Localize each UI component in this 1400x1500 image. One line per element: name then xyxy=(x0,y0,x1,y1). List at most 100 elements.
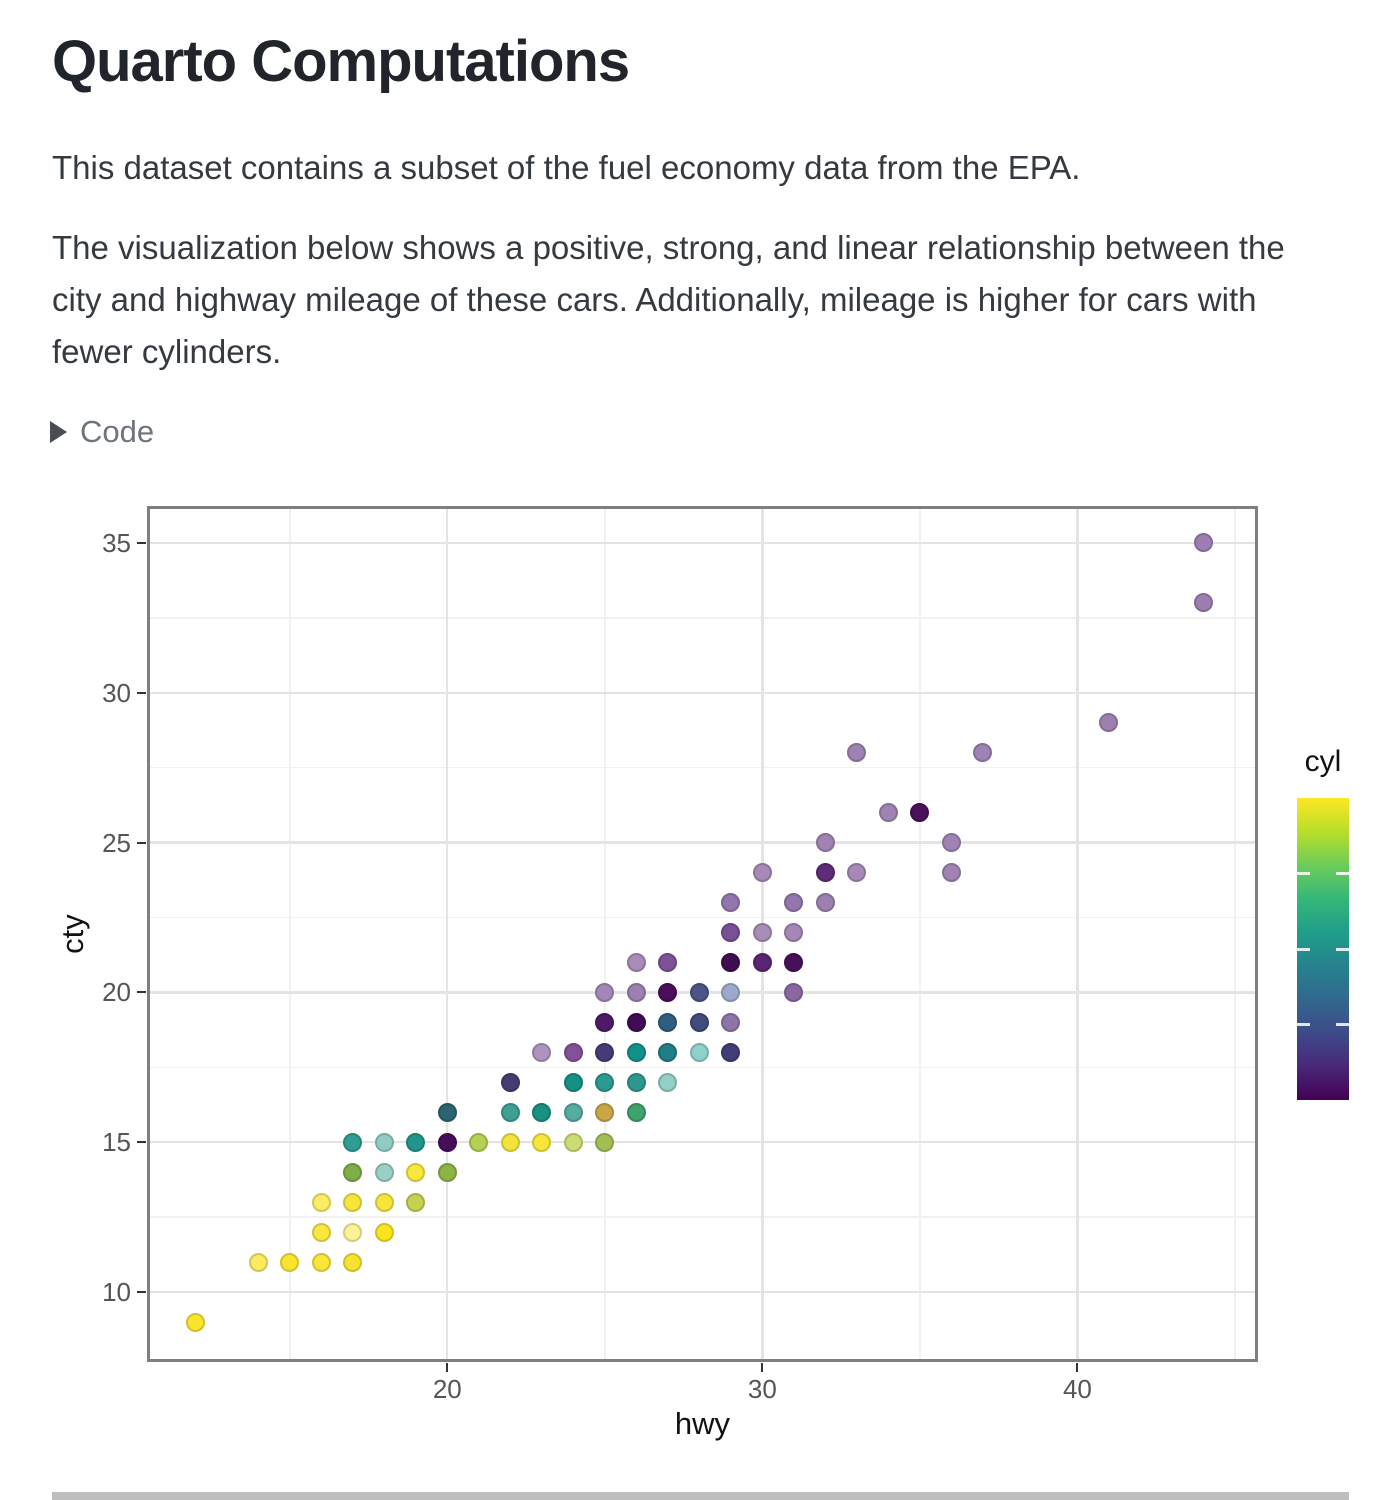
data-point xyxy=(973,743,993,763)
gridline-minor-horizontal xyxy=(148,617,1257,619)
bottom-divider-bar xyxy=(52,1492,1349,1500)
data-point xyxy=(910,803,930,823)
data-point xyxy=(1099,713,1119,733)
data-point xyxy=(689,982,709,1002)
code-disclosure[interactable]: Code xyxy=(50,414,154,450)
gridline-minor-horizontal xyxy=(148,1066,1257,1069)
page-title: Quarto Computations xyxy=(52,29,630,94)
intro-paragraph: This dataset contains a subset of the fu… xyxy=(52,149,1081,186)
legend-colorbar-tick xyxy=(1297,1023,1310,1026)
data-point xyxy=(406,1132,426,1152)
data-point xyxy=(532,1132,552,1152)
legend-colorbar-tick xyxy=(1336,1023,1349,1026)
data-point xyxy=(815,833,835,853)
data-point xyxy=(437,1162,457,1182)
data-point xyxy=(343,1132,363,1152)
data-point xyxy=(658,1072,678,1092)
data-point xyxy=(721,982,741,1002)
legend-title: cyl xyxy=(1304,745,1342,778)
data-point xyxy=(595,1102,615,1122)
gridline-minor-vertical xyxy=(604,507,606,1361)
gridline-major-horizontal xyxy=(148,991,1257,994)
data-point xyxy=(1193,593,1213,613)
y-axis-tick-label: 35 xyxy=(102,527,131,558)
data-point xyxy=(626,1102,646,1122)
data-point xyxy=(721,1042,741,1062)
x-axis-tick-mark xyxy=(446,1363,449,1372)
data-point xyxy=(343,1222,363,1242)
gridline-major-horizontal xyxy=(148,841,1257,844)
data-point xyxy=(595,1042,615,1062)
data-point xyxy=(784,893,804,913)
gridline-major-horizontal xyxy=(148,1141,1257,1144)
data-point xyxy=(721,952,741,972)
data-point xyxy=(847,863,867,883)
y-axis-tick-mark xyxy=(137,541,146,544)
data-point xyxy=(437,1132,457,1152)
gridline-minor-horizontal xyxy=(148,916,1257,919)
data-point xyxy=(626,1072,646,1092)
data-point xyxy=(689,1042,709,1062)
data-point xyxy=(406,1162,426,1182)
data-point xyxy=(311,1222,331,1242)
y-axis-tick-label: 20 xyxy=(102,977,131,1008)
data-point xyxy=(658,1012,678,1032)
x-axis-tick-mark xyxy=(1076,1363,1079,1372)
data-point xyxy=(374,1132,394,1152)
x-axis-tick-label: 30 xyxy=(747,1374,777,1404)
description-paragraph: The visualization below shows a positive… xyxy=(52,229,1285,370)
data-point xyxy=(752,863,772,883)
gridline-major-horizontal xyxy=(148,691,1257,694)
data-point xyxy=(343,1192,363,1212)
gridline-major-vertical xyxy=(761,507,764,1361)
data-point xyxy=(878,803,898,823)
data-point xyxy=(374,1192,394,1212)
plot-panel-background xyxy=(148,507,1257,1361)
data-point xyxy=(374,1162,394,1182)
data-point xyxy=(626,952,646,972)
data-point xyxy=(658,952,678,972)
data-point xyxy=(374,1222,394,1242)
data-point xyxy=(658,1042,678,1062)
y-axis-tick-label: 15 xyxy=(102,1127,131,1158)
data-point xyxy=(595,1012,615,1032)
data-point xyxy=(563,1072,583,1092)
data-point xyxy=(563,1042,583,1062)
y-axis-tick-mark xyxy=(137,991,146,994)
code-disclosure-label: Code xyxy=(80,414,155,449)
data-point xyxy=(532,1042,552,1062)
data-point xyxy=(343,1252,363,1272)
data-point xyxy=(784,923,804,942)
gridline-major-horizontal xyxy=(148,1290,1257,1294)
y-axis-tick-mark xyxy=(137,1141,146,1144)
gridline-major-vertical xyxy=(446,507,449,1361)
gridline-major-vertical xyxy=(1076,507,1079,1361)
data-point xyxy=(815,893,835,913)
data-point xyxy=(248,1252,268,1272)
data-point xyxy=(500,1132,520,1152)
gridline-minor-vertical xyxy=(919,507,921,1361)
data-point xyxy=(752,952,772,972)
data-point xyxy=(626,1012,646,1032)
legend-colorbar-tick xyxy=(1336,947,1349,951)
data-point xyxy=(784,982,804,1002)
data-point xyxy=(752,923,772,942)
data-point xyxy=(280,1252,300,1272)
data-point xyxy=(689,1012,709,1032)
data-point xyxy=(500,1102,520,1122)
data-point xyxy=(815,863,835,883)
y-axis-tick-label: 25 xyxy=(102,827,131,858)
data-point xyxy=(941,863,961,883)
y-axis-title: cty xyxy=(55,914,90,954)
data-point xyxy=(595,1072,615,1092)
data-point xyxy=(406,1192,426,1212)
x-axis-tick-mark xyxy=(761,1363,764,1372)
y-axis-tick-label: 30 xyxy=(102,677,131,708)
data-point xyxy=(500,1072,520,1092)
gridline-minor-vertical xyxy=(1234,507,1236,1361)
data-point xyxy=(595,982,615,1002)
data-point xyxy=(721,923,741,942)
legend-colorbar xyxy=(1297,798,1349,1100)
data-point xyxy=(658,982,678,1002)
